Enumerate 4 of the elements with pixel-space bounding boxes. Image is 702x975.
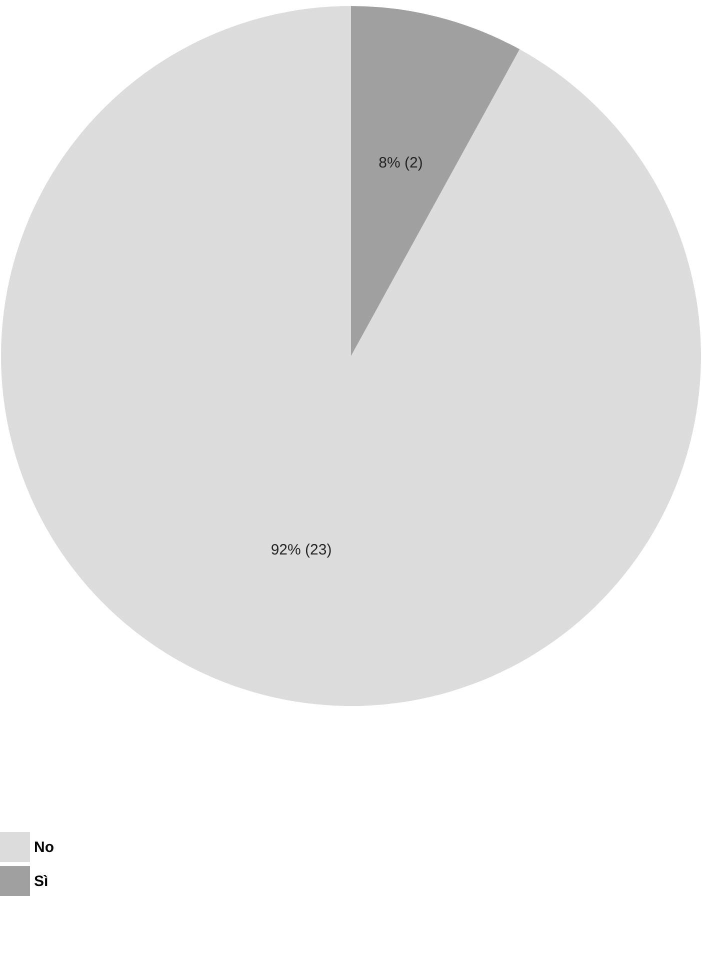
data-label: 92% (23) xyxy=(270,542,332,559)
legend-label: Sì xyxy=(34,873,48,890)
data-label: 8% (2) xyxy=(378,154,423,172)
legend-label: No xyxy=(34,839,54,856)
